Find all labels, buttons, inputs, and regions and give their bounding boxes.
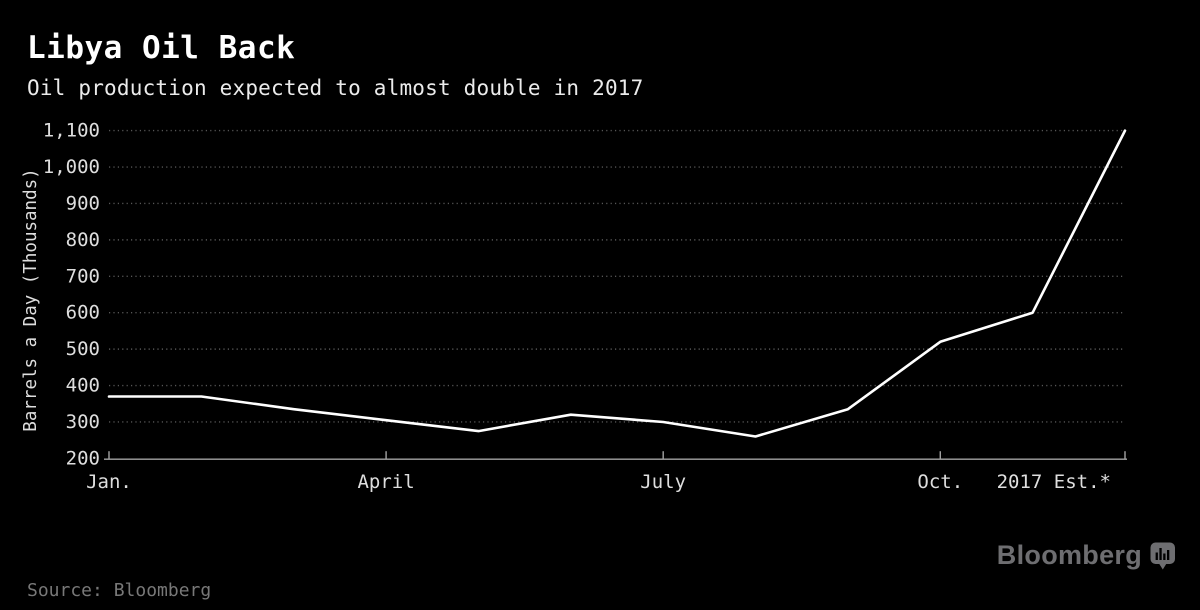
bloomberg-wordmark: Bloomberg	[996, 540, 1142, 570]
svg-text:July: July	[640, 471, 686, 493]
bloomberg-bubble-chart-icon	[1150, 542, 1175, 569]
source-line: Source: Bloomberg	[27, 580, 212, 601]
source-note: Source: Bloomberg * National Oil Corp. o…	[27, 531, 460, 610]
svg-text:500: 500	[66, 338, 100, 360]
svg-text:Jan.: Jan.	[86, 471, 132, 493]
svg-text:600: 600	[66, 302, 100, 324]
svg-text:900: 900	[66, 192, 100, 214]
svg-text:Barrels a Day (Thousands): Barrels a Day (Thousands)	[21, 168, 41, 431]
svg-text:300: 300	[66, 411, 100, 433]
svg-text:400: 400	[66, 375, 100, 397]
chart-footer: Source: Bloomberg * National Oil Corp. o…	[27, 531, 1176, 610]
svg-text:700: 700	[66, 265, 100, 287]
svg-text:April: April	[357, 471, 414, 493]
chart-title: Libya Oil Back	[27, 30, 296, 66]
svg-text:200: 200	[66, 447, 100, 469]
chart-subtitle: Oil production expected to almost double…	[27, 76, 644, 100]
bloomberg-logo: Bloomberg	[997, 540, 1176, 571]
svg-text:2017 Est.*: 2017 Est.*	[997, 471, 1111, 493]
svg-text:1,000: 1,000	[43, 156, 100, 178]
svg-text:800: 800	[66, 229, 100, 251]
svg-text:1,100: 1,100	[43, 120, 100, 142]
svg-text:Oct.: Oct.	[917, 471, 963, 493]
